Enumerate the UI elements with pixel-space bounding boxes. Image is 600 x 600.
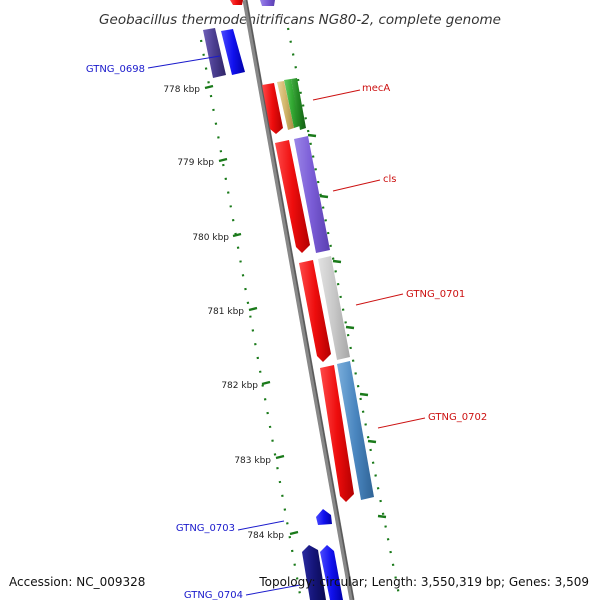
- gene-gtng-0702-red[interactable]: [320, 365, 354, 502]
- outer-major-tick: [332, 259, 342, 264]
- gene-top-partial-red[interactable]: [230, 0, 243, 5]
- backbone-line: [242, 0, 355, 600]
- gene-meca-red[interactable]: [262, 83, 283, 134]
- gene-cls[interactable]: [275, 136, 330, 253]
- label-gtng-0704[interactable]: GTNG_0704: [184, 590, 243, 600]
- gene-top-partial-purple[interactable]: [260, 0, 275, 6]
- outer-major-tick: [345, 325, 355, 330]
- backbone-line-shade: [245, 0, 355, 600]
- gene-gtng-0701-red[interactable]: [299, 260, 331, 362]
- gene-cls-red[interactable]: [275, 140, 310, 253]
- leader-cls: [332, 179, 381, 192]
- leader-gtng-0698: [147, 55, 221, 69]
- label-meca[interactable]: mecA: [362, 83, 390, 94]
- gene-meca[interactable]: [262, 78, 306, 134]
- gene-gtng-0701-gray[interactable]: [318, 256, 350, 360]
- gene-meca-green[interactable]: [284, 79, 300, 128]
- inner-major-tick: [232, 232, 242, 238]
- leader-gtng-0701: [355, 293, 404, 306]
- label-gtng-0698[interactable]: GTNG_0698: [86, 64, 145, 75]
- gene-meca-tan[interactable]: [277, 81, 294, 130]
- inner-major-tick: [261, 380, 271, 386]
- tick-label-781: 781 kbp: [207, 307, 244, 317]
- gene-cls-purple[interactable]: [294, 136, 330, 253]
- label-gtng-0701[interactable]: GTNG_0701: [406, 289, 465, 300]
- gene-gtng-0704-navy[interactable]: [302, 545, 326, 600]
- tick-track-inner: [199, 39, 303, 600]
- tick-track-inner-dots: [199, 39, 303, 600]
- gene-gtng-0698-inner[interactable]: [221, 29, 245, 75]
- gene-gtng-0704-blue[interactable]: [320, 545, 343, 600]
- tick-label-778: 778 kbp: [163, 85, 200, 95]
- inner-major-tick: [218, 157, 228, 163]
- tick-track-outer: [286, 27, 402, 600]
- gene-gtng-0698[interactable]: [203, 28, 245, 78]
- tick-label-780: 780 kbp: [192, 233, 229, 243]
- genome-summary-text: Topology: circular; Length: 3,550,319 bp…: [258, 575, 589, 589]
- inner-major-tick: [204, 84, 214, 90]
- tick-label-784: 784 kbp: [247, 531, 284, 541]
- inner-major-ticks: [204, 84, 299, 536]
- outer-major-tick: [367, 439, 377, 444]
- gene-gtng-0704[interactable]: [302, 545, 343, 600]
- tick-label-779: 779 kbp: [177, 158, 214, 168]
- outer-major-tick: [377, 514, 387, 519]
- outer-major-ticks: [307, 133, 387, 519]
- leader-gtng-0704: [245, 584, 301, 596]
- outer-major-tick: [307, 133, 317, 138]
- inner-major-tick: [248, 306, 258, 312]
- tick-labels: 778 kbp 779 kbp 780 kbp 781 kbp 782 kbp …: [163, 85, 284, 541]
- label-gtng-0702[interactable]: GTNG_0702: [428, 412, 487, 423]
- label-gtng-0703[interactable]: GTNG_0703: [176, 523, 235, 534]
- map-title: Geobacillus thermodenitrificans NG80-2, …: [99, 12, 501, 28]
- leader-gtng-0702: [377, 417, 426, 429]
- gene-gtng-0702[interactable]: [320, 361, 374, 502]
- gene-gtng-0702-steelblue[interactable]: [337, 361, 374, 500]
- outer-major-tick: [319, 194, 329, 199]
- inner-major-tick: [275, 454, 285, 460]
- gene-labels: GTNG_0698 mecA cls GTNG_0701 GTNG_0702 G…: [86, 55, 487, 600]
- genome-backbone: [242, 0, 355, 600]
- gene-meca-darkgreen[interactable]: [291, 78, 306, 130]
- gene-gtng-0701[interactable]: [299, 256, 350, 362]
- gene-gtng-0703[interactable]: [316, 509, 332, 525]
- gene-gtng-0703-blue[interactable]: [316, 509, 332, 525]
- gene-gtng-0698-outer[interactable]: [203, 28, 226, 78]
- outer-major-tick: [359, 392, 369, 397]
- leader-gtng-0703: [237, 520, 285, 531]
- accession-text: Accession: NC_009328: [9, 575, 145, 589]
- tick-label-782: 782 kbp: [221, 381, 258, 391]
- tick-label-783: 783 kbp: [234, 456, 271, 466]
- label-cls[interactable]: cls: [383, 174, 397, 185]
- inner-major-tick: [289, 530, 299, 536]
- tick-track-outer-dots: [286, 27, 402, 600]
- leader-meca: [312, 89, 361, 101]
- gene-top-partial[interactable]: [230, 0, 275, 6]
